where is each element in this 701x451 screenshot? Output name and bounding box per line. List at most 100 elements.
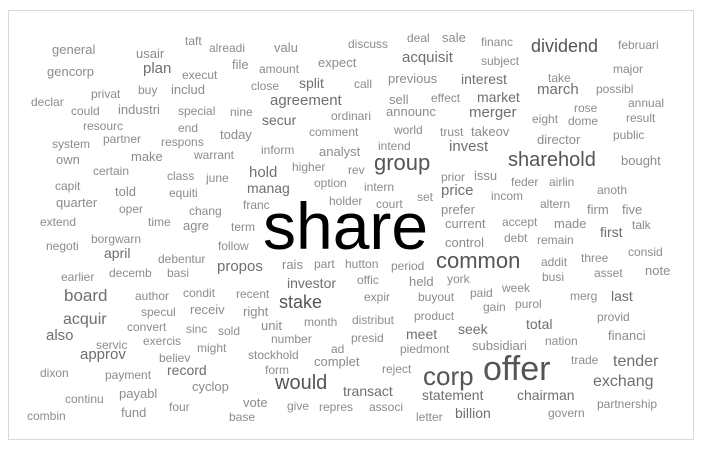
word-split: split xyxy=(299,75,324,91)
word-follow: follow xyxy=(218,239,249,253)
word-privat: privat xyxy=(91,87,121,101)
word-record: record xyxy=(167,362,207,378)
word-letter: letter xyxy=(416,410,443,424)
word-seek: seek xyxy=(458,321,488,337)
word-york: york xyxy=(447,272,470,286)
word-system: system xyxy=(52,137,91,151)
word-exchang: exchang xyxy=(593,373,654,390)
word-februari: februari xyxy=(618,38,659,52)
word-stake: stake xyxy=(279,292,323,312)
word-fund: fund xyxy=(121,405,147,420)
word-repres: repres xyxy=(319,400,354,414)
word-remain: remain xyxy=(537,233,574,247)
word-class: class xyxy=(167,169,195,183)
word-accept: accept xyxy=(502,215,538,229)
word-includ: includ xyxy=(171,82,205,97)
word-quarter: quarter xyxy=(56,195,98,210)
word-sinc: sinc xyxy=(186,322,208,336)
word-sell: sell xyxy=(389,92,409,107)
word-payabl: payabl xyxy=(119,386,158,401)
word-director: director xyxy=(537,132,581,147)
word-agre: agre xyxy=(183,218,210,233)
word-meet: meet xyxy=(406,326,438,342)
word-interest: interest xyxy=(461,71,507,87)
word-told: told xyxy=(115,184,136,199)
word-purol: purol xyxy=(515,297,542,311)
word-takeov: takeov xyxy=(471,124,510,139)
word-total: total xyxy=(526,316,553,332)
word-bought: bought xyxy=(621,153,661,168)
word-previous: previous xyxy=(388,71,438,86)
word-chairman: chairman xyxy=(517,387,575,403)
word-recent: recent xyxy=(236,287,270,301)
word-extend: extend xyxy=(40,215,77,229)
word-prefer: prefer xyxy=(441,202,475,217)
word-ad: ad xyxy=(331,342,345,356)
word-dividend: dividend xyxy=(531,36,599,56)
word-file: file xyxy=(232,57,249,72)
word-discuss: discuss xyxy=(348,37,389,51)
word-nine: nine xyxy=(230,105,253,119)
word-equiti: equiti xyxy=(169,186,198,200)
word-group: group xyxy=(374,150,431,175)
word-gain: gain xyxy=(483,300,506,314)
word-period: period xyxy=(391,259,425,273)
word-piedmont: piedmont xyxy=(400,342,450,356)
word-billion: billion xyxy=(455,405,491,421)
word-price: price xyxy=(441,182,474,199)
word-tender: tender xyxy=(613,353,659,370)
word-gencorp: gencorp xyxy=(47,64,94,79)
word-buyout: buyout xyxy=(418,290,455,304)
word-altern: altern xyxy=(540,197,571,211)
word-consid: consid xyxy=(628,245,663,259)
word-market: market xyxy=(477,89,520,105)
word-might: might xyxy=(197,341,227,355)
word-financ: financ xyxy=(481,35,514,49)
word-general: general xyxy=(52,42,96,57)
word-held: held xyxy=(409,274,434,289)
word-anoth: anoth xyxy=(597,183,628,197)
word-debt: debt xyxy=(504,231,528,245)
word-base: base xyxy=(229,410,256,424)
word-prior: prior xyxy=(441,170,466,184)
word-court: court xyxy=(376,197,403,211)
word-respons: respons xyxy=(161,135,204,149)
word-three: three xyxy=(581,251,609,265)
word-board: board xyxy=(64,286,108,305)
word-offer: offer xyxy=(483,350,551,388)
word-usair: usair xyxy=(136,46,165,61)
word-receiv: receiv xyxy=(190,302,225,317)
word-plan: plan xyxy=(143,60,172,77)
word-merg: merg xyxy=(570,289,598,303)
word-resourc: resourc xyxy=(83,119,124,133)
word-own: own xyxy=(56,152,80,167)
word-comment: comment xyxy=(309,125,359,139)
word-offic: offic xyxy=(357,273,379,287)
word-sold: sold xyxy=(218,324,241,338)
word-firm: firm xyxy=(587,202,609,217)
word-current: current xyxy=(445,216,486,231)
word-month: month xyxy=(304,315,338,329)
word-would: would xyxy=(275,372,328,394)
word-basi: basi xyxy=(167,266,190,280)
word-incom: incom xyxy=(491,189,524,203)
word-announc: announc xyxy=(386,104,436,119)
word-reject: reject xyxy=(382,362,412,376)
word-trust: trust xyxy=(440,125,464,139)
word-holder: holder xyxy=(329,194,363,208)
word-time: time xyxy=(148,215,171,229)
word-paid: paid xyxy=(470,286,493,300)
word-payment: payment xyxy=(105,368,152,382)
word-eight: eight xyxy=(532,112,559,126)
word-specul: specul xyxy=(141,305,176,319)
word-hutton: hutton xyxy=(345,257,379,271)
word-term: term xyxy=(231,220,255,234)
word-govern: govern xyxy=(548,406,585,420)
word-five: five xyxy=(622,202,643,217)
word-effect: effect xyxy=(431,91,461,105)
word-march: march xyxy=(537,81,579,98)
word-exercis: exercis xyxy=(143,334,182,348)
word-major: major xyxy=(613,62,644,76)
word-issu: issu xyxy=(474,168,498,183)
word-nation: nation xyxy=(545,334,578,348)
